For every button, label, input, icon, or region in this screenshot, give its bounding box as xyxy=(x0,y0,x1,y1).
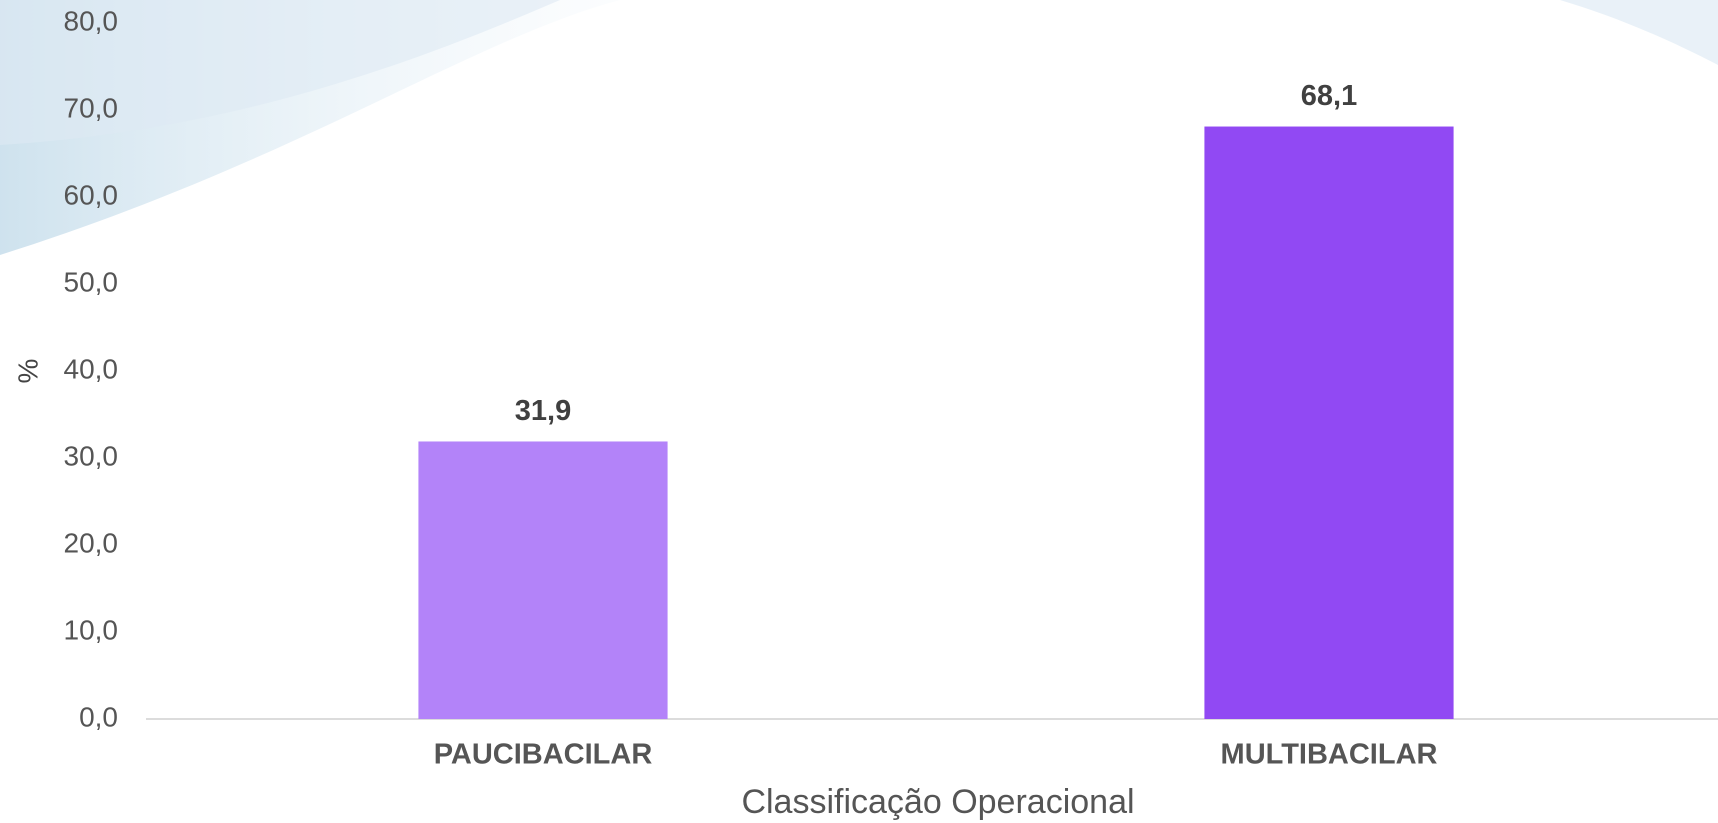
y-axis-label: % xyxy=(12,359,43,384)
y-tick-label: 70,0 xyxy=(64,92,119,123)
y-tick-label: 40,0 xyxy=(64,353,119,384)
y-tick-label: 10,0 xyxy=(64,614,119,645)
x-tick-label: PAUCIBACILAR xyxy=(434,739,653,771)
y-tick-label: 50,0 xyxy=(64,266,119,297)
background-swoosh xyxy=(1560,0,1718,65)
y-tick-label: 20,0 xyxy=(64,527,119,558)
y-tick-label: 80,0 xyxy=(64,5,119,36)
data-label: 31,9 xyxy=(515,395,571,427)
y-tick-label: 60,0 xyxy=(64,179,119,210)
data-label: 68,1 xyxy=(1301,80,1357,112)
y-tick-label: 0,0 xyxy=(79,701,118,732)
x-tick-label: MULTIBACILAR xyxy=(1221,739,1438,771)
background-swoosh xyxy=(0,0,560,145)
bar xyxy=(418,441,668,719)
x-axis-label: Classificação Operacional xyxy=(741,783,1134,821)
bar xyxy=(1204,126,1454,719)
y-tick-label: 30,0 xyxy=(64,440,119,471)
